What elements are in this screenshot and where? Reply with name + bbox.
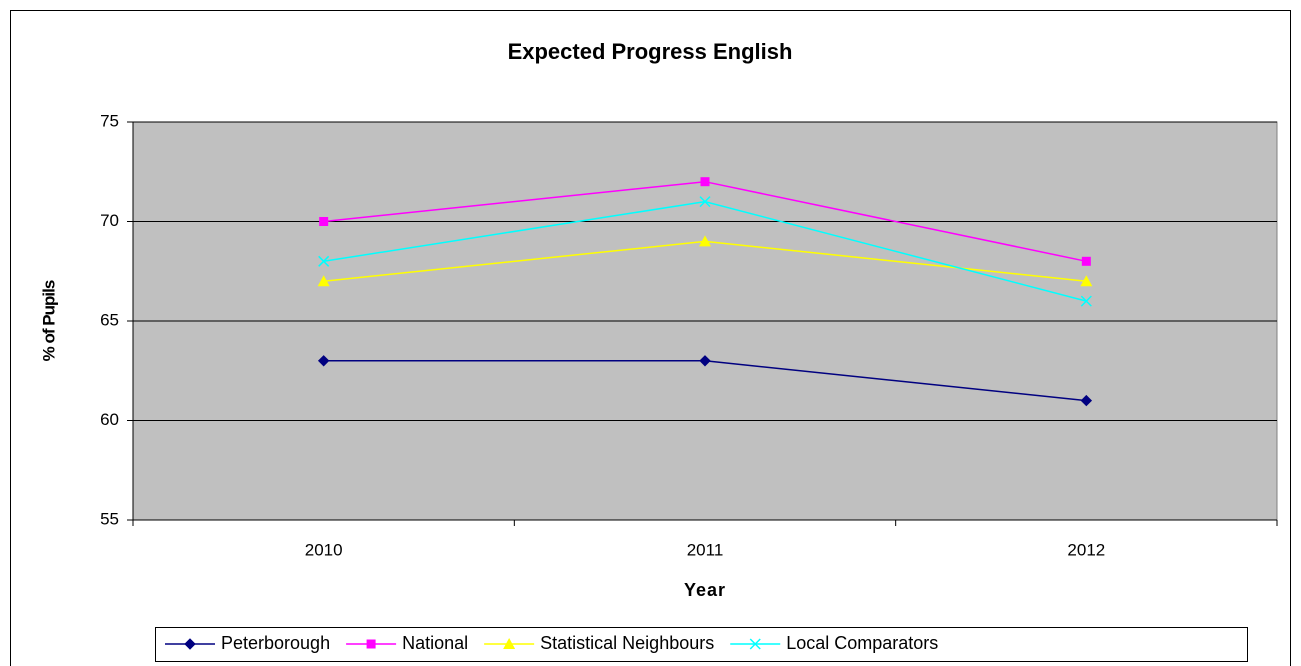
marker [699,196,711,208]
marker [1080,275,1093,287]
marker [319,217,329,226]
marker [184,638,196,650]
marker [1080,295,1092,307]
chart-title: Expected Progress English [508,39,793,64]
x-axis-label: Year [684,580,726,600]
y-tick-label: 60 [100,410,119,429]
marker [317,275,330,287]
x-tick-label: 2010 [305,540,343,559]
y-tick-label: 65 [100,310,119,329]
y-tick-label: 70 [100,211,119,230]
legend-label: Peterborough [221,633,330,653]
y-tick-label: 75 [100,111,119,130]
marker [1081,256,1091,266]
legend [155,627,1248,662]
legend-label: Statistical Neighbours [540,633,714,653]
legend-label: Local Comparators [786,633,938,653]
marker [699,355,711,367]
marker [699,235,711,247]
marker [317,355,330,367]
marker [700,177,710,187]
marker [1080,394,1093,407]
marker [366,639,376,649]
y-axis-label: % of Pupils [39,280,58,361]
x-tick-label: 2011 [687,540,724,559]
marker [318,255,330,267]
x-tick-label: 2012 [1067,540,1105,559]
marker [749,638,761,650]
legend-label: National [402,633,468,653]
y-tick-label: 55 [100,509,119,528]
marker [503,638,516,649]
